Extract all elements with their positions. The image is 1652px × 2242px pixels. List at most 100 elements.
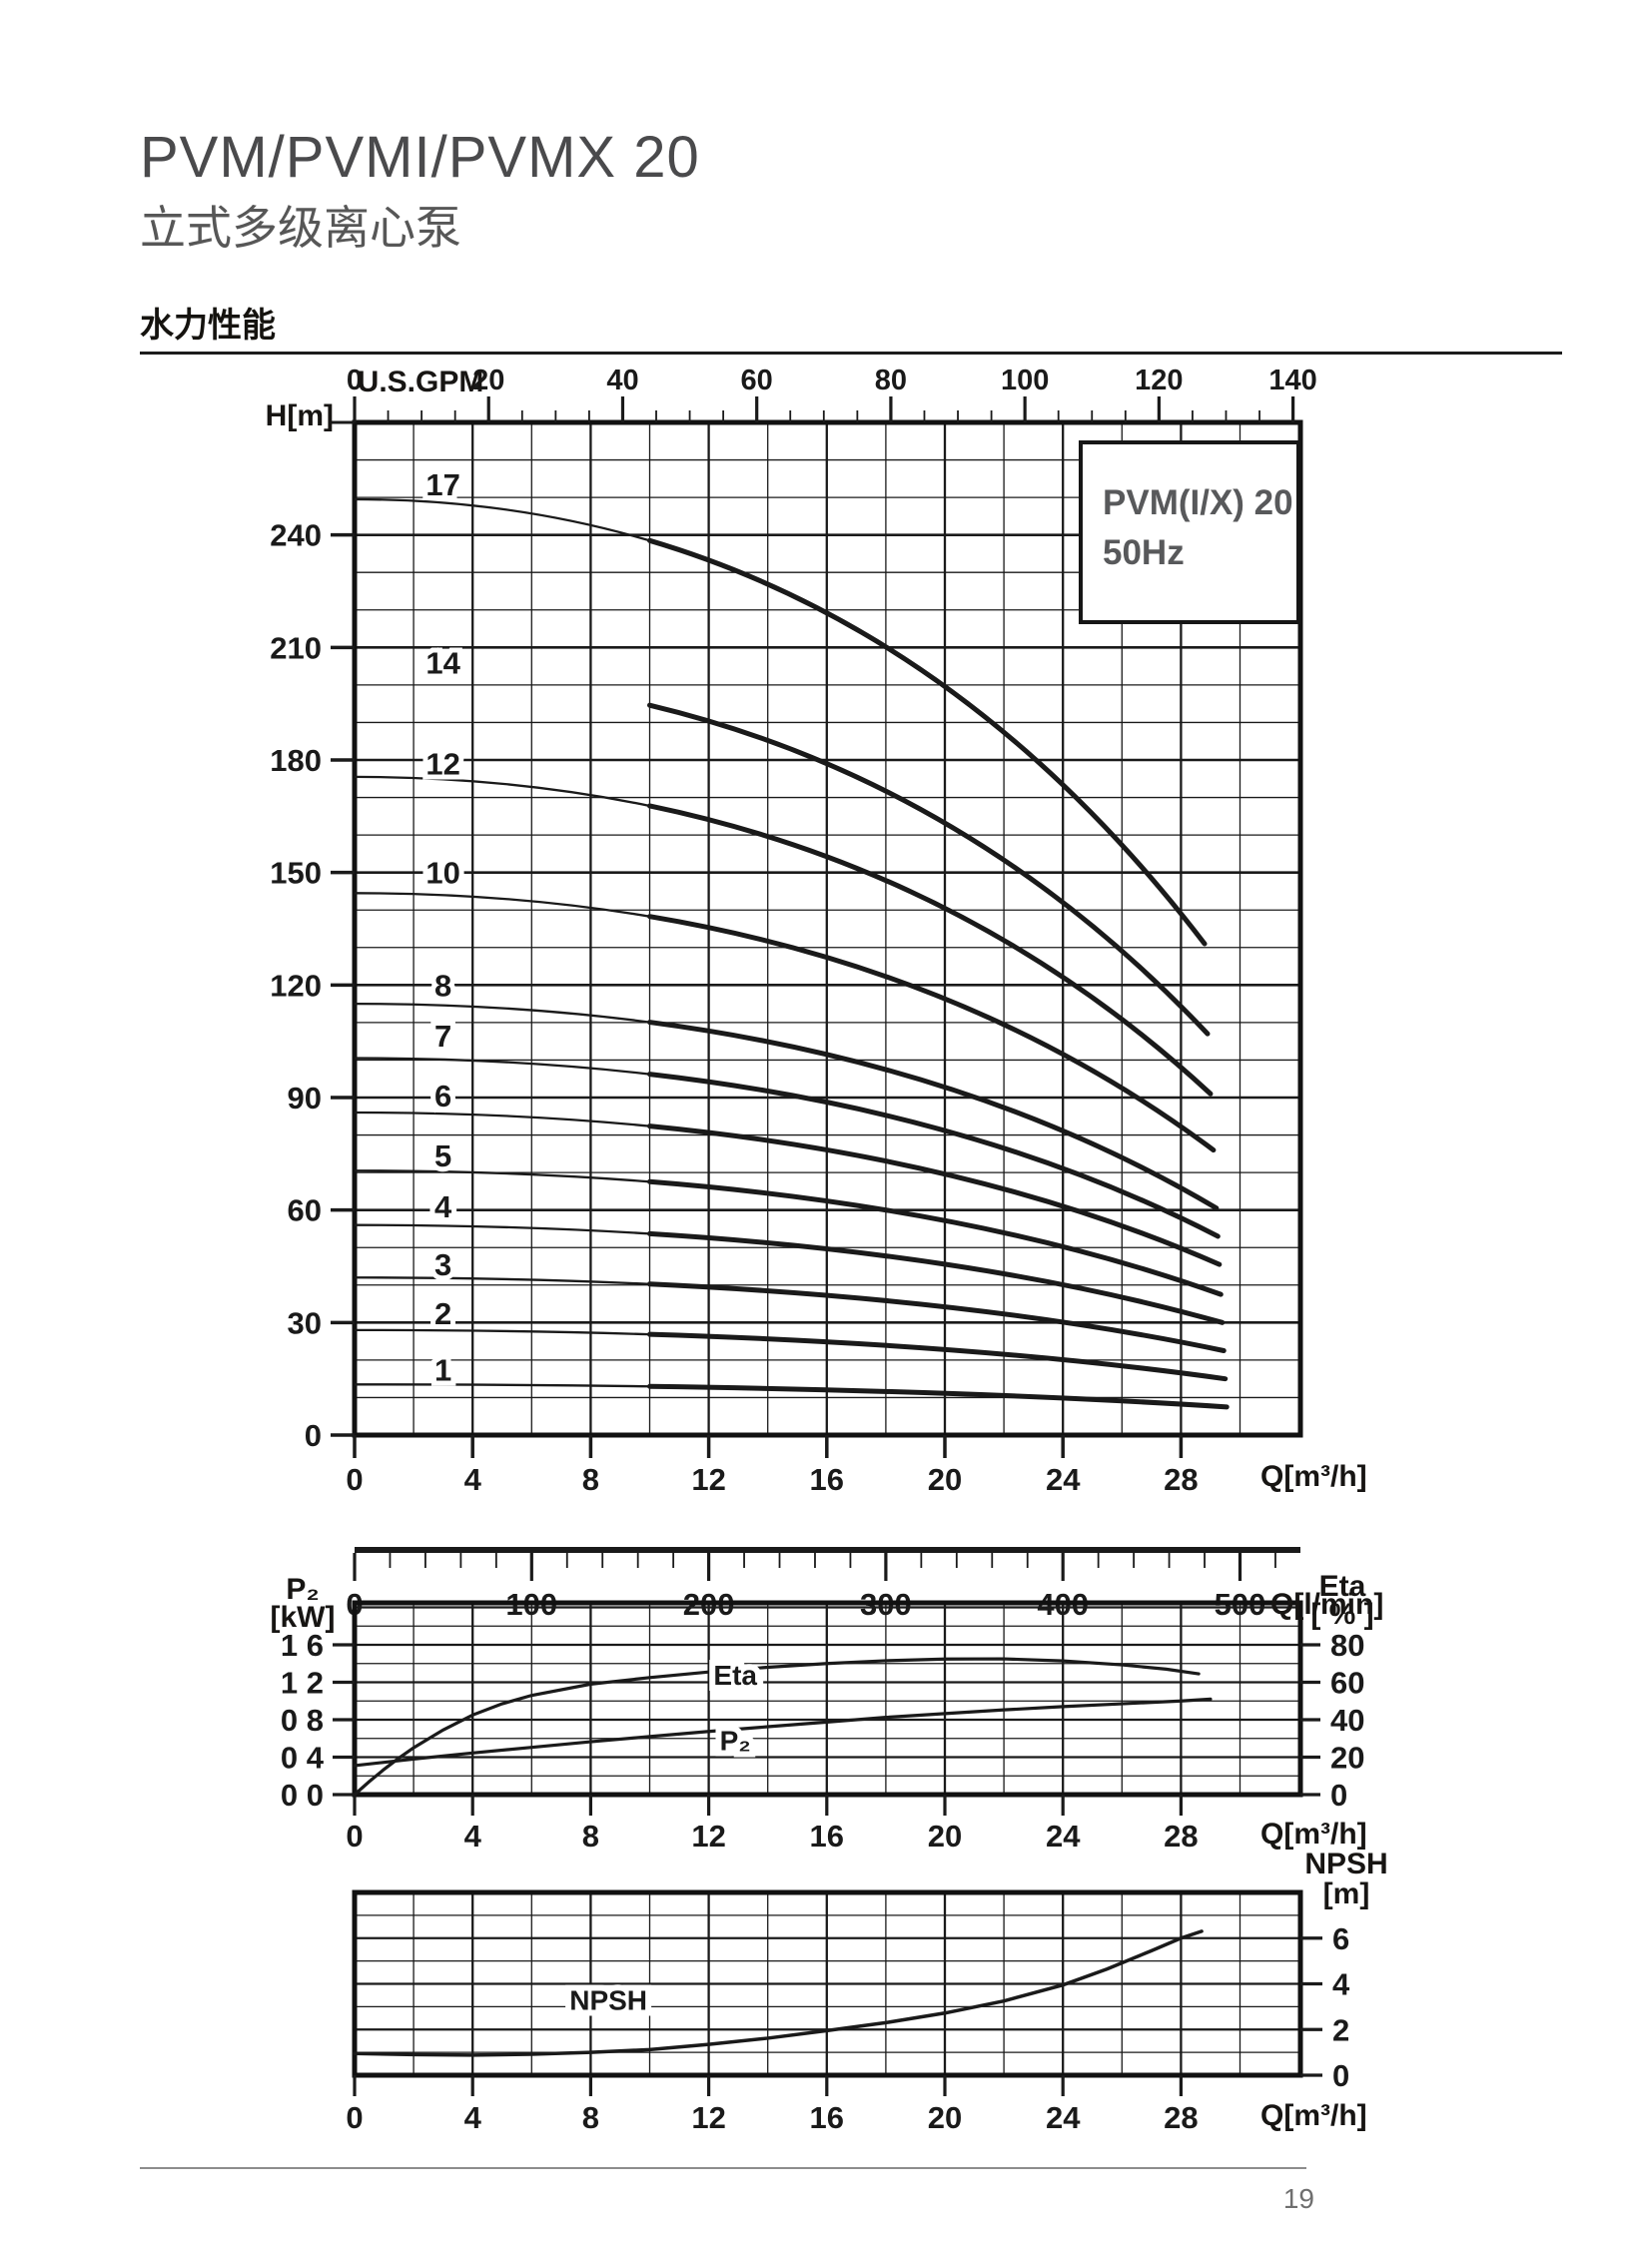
npsh-axis-title: NPSH bbox=[1304, 1848, 1388, 1880]
h-axis-tick-label: 150 bbox=[270, 856, 322, 891]
page-title: PVM/PVMI/PVMX 20 bbox=[140, 125, 700, 190]
q-axis-tick-label: 0 bbox=[346, 1819, 363, 1854]
h-axis-tick-label: 90 bbox=[288, 1081, 322, 1116]
q-axis-unit-label-p2: Q[m³/h] bbox=[1260, 1818, 1367, 1851]
q-axis-tick-label: 20 bbox=[928, 1462, 962, 1497]
p2-curve bbox=[353, 1697, 1213, 1768]
p2-axis-unit: [kW] bbox=[270, 1601, 336, 1634]
q-axis-tick-label: 0 bbox=[346, 2100, 363, 2135]
section-heading: 水力性能 bbox=[140, 307, 276, 345]
q-axis-tick-label: 4 bbox=[464, 1462, 482, 1497]
q-axis-unit-label-main: Q[m³/h] bbox=[1260, 1460, 1367, 1493]
stage-label-10: 10 bbox=[425, 856, 459, 891]
stage-curve-3 bbox=[647, 1281, 1227, 1353]
q-axis-tick-label: 28 bbox=[1164, 1819, 1198, 1854]
eta-axis-unit: [ % ] bbox=[1310, 1598, 1374, 1631]
stage-curve-thin-5 bbox=[354, 1169, 650, 1183]
q-axis-tick-label: 28 bbox=[1164, 1462, 1198, 1497]
header-rule bbox=[140, 352, 1562, 355]
p2-axis-tick-label: 1 2 bbox=[281, 1666, 324, 1701]
page-number: 19 bbox=[1282, 2183, 1314, 2214]
stage-curve-thin-7 bbox=[354, 1057, 650, 1076]
stage-label-1: 1 bbox=[434, 1352, 451, 1387]
stage-curve-2 bbox=[647, 1331, 1229, 1382]
gpm-axis-tick-label: 80 bbox=[875, 365, 907, 396]
q-axis-tick-label: 24 bbox=[1046, 1462, 1081, 1497]
h-axis-tick-label: 30 bbox=[288, 1305, 322, 1340]
q-axis-tick-label: 8 bbox=[582, 1819, 599, 1854]
stage-label-12: 12 bbox=[425, 747, 459, 782]
stage-curve-thin-3 bbox=[354, 1276, 650, 1285]
stage-label-5: 5 bbox=[434, 1138, 451, 1173]
legend-model: PVM(I/X) 20 bbox=[1103, 483, 1293, 522]
stage-curve-1 bbox=[647, 1383, 1230, 1410]
q-axis-tick-label: 28 bbox=[1164, 2100, 1198, 2135]
npsh-curve-label: NPSH bbox=[569, 1985, 647, 2016]
eta-axis-tick-label: 40 bbox=[1330, 1703, 1364, 1738]
stage-curve-thin-17 bbox=[354, 497, 650, 542]
stage-curve-6 bbox=[647, 1123, 1223, 1267]
h-axis-tick-label: 210 bbox=[270, 630, 322, 665]
eta-axis-title: Eta bbox=[1318, 1570, 1366, 1603]
q-axis-tick-label: 8 bbox=[582, 2100, 599, 2135]
stage-curve-thin-12 bbox=[354, 775, 650, 808]
gpm-axis-tick-label: 100 bbox=[1001, 365, 1049, 396]
npsh-axis-tick-label: 4 bbox=[1332, 1967, 1350, 2002]
h-axis-tick-label: 120 bbox=[270, 968, 322, 1003]
stage-curve-thin-4 bbox=[354, 1223, 650, 1235]
gpm-axis-tick-label: 0 bbox=[347, 365, 363, 396]
stage-curve-17 bbox=[647, 537, 1208, 947]
eta-axis-tick-label: 80 bbox=[1330, 1628, 1364, 1663]
h-axis-tick-label: 180 bbox=[270, 743, 322, 778]
chart-legend: PVM(I/X) 20 50Hz bbox=[1079, 440, 1300, 624]
q-axis-tick-label: 12 bbox=[691, 1462, 725, 1497]
h-axis-tick-label: 240 bbox=[270, 518, 322, 553]
q-axis-tick-label: 16 bbox=[810, 1819, 844, 1854]
stage-curve-4 bbox=[647, 1230, 1226, 1325]
q-axis-tick-label: 24 bbox=[1046, 1819, 1081, 1854]
q-axis-tick-label: 12 bbox=[691, 2100, 725, 2135]
p2-curve-label: P₂ bbox=[720, 1726, 751, 1757]
p2-axis-tick-label: 1 6 bbox=[281, 1628, 324, 1663]
eta-axis-tick-label: 20 bbox=[1330, 1741, 1364, 1776]
p2-axis-tick-label: 0 0 bbox=[281, 1778, 324, 1813]
stage-curve-12 bbox=[647, 803, 1214, 1097]
page-subtitle: 立式多级离心泵 bbox=[140, 202, 461, 254]
p2-axis-title: P₂ bbox=[286, 1573, 320, 1606]
h-axis-tick-label: 60 bbox=[288, 1193, 322, 1228]
npsh-axis-tick-label: 2 bbox=[1332, 2012, 1349, 2047]
q-axis-tick-label: 20 bbox=[928, 1819, 962, 1854]
lmin-axis-unit-label: Q[l/min] bbox=[1270, 1588, 1384, 1621]
npsh-axis-tick-label: 6 bbox=[1332, 1921, 1349, 1956]
stage-curve-thin-8 bbox=[354, 1002, 650, 1024]
stage-label-17: 17 bbox=[425, 467, 459, 502]
legend-frequency: 50Hz bbox=[1103, 533, 1185, 572]
stage-curve-8 bbox=[647, 1020, 1220, 1211]
q-axis-tick-label: 0 bbox=[346, 1462, 363, 1497]
stage-curve-thin-1 bbox=[354, 1383, 650, 1388]
stage-label-8: 8 bbox=[434, 968, 451, 1003]
gpm-axis-tick-label: 20 bbox=[472, 365, 504, 396]
stage-curve-10 bbox=[647, 914, 1217, 1153]
eta-axis-tick-label: 60 bbox=[1330, 1666, 1364, 1701]
q-axis-tick-label: 16 bbox=[810, 2100, 844, 2135]
q-axis-tick-label: 16 bbox=[810, 1462, 844, 1497]
footer-rule bbox=[140, 2167, 1306, 2169]
p2-axis-tick-label: 0 4 bbox=[281, 1741, 325, 1776]
eta-curve bbox=[353, 1657, 1201, 1797]
q-axis-tick-label: 4 bbox=[464, 1819, 482, 1854]
h-axis-tick-label: 0 bbox=[305, 1418, 322, 1453]
q-axis-tick-label: 24 bbox=[1046, 2100, 1081, 2135]
gpm-axis-tick-label: 40 bbox=[606, 365, 638, 396]
stage-curve-7 bbox=[647, 1072, 1221, 1239]
stage-curve-thin-2 bbox=[354, 1328, 650, 1336]
stage-curve-5 bbox=[647, 1178, 1224, 1297]
stage-label-2: 2 bbox=[434, 1296, 451, 1331]
gpm-axis-tick-label: 120 bbox=[1135, 365, 1183, 396]
stage-label-4: 4 bbox=[434, 1189, 452, 1224]
stage-label-6: 6 bbox=[434, 1079, 451, 1114]
stage-label-7: 7 bbox=[434, 1019, 451, 1054]
q-axis-tick-label: 12 bbox=[691, 1819, 725, 1854]
